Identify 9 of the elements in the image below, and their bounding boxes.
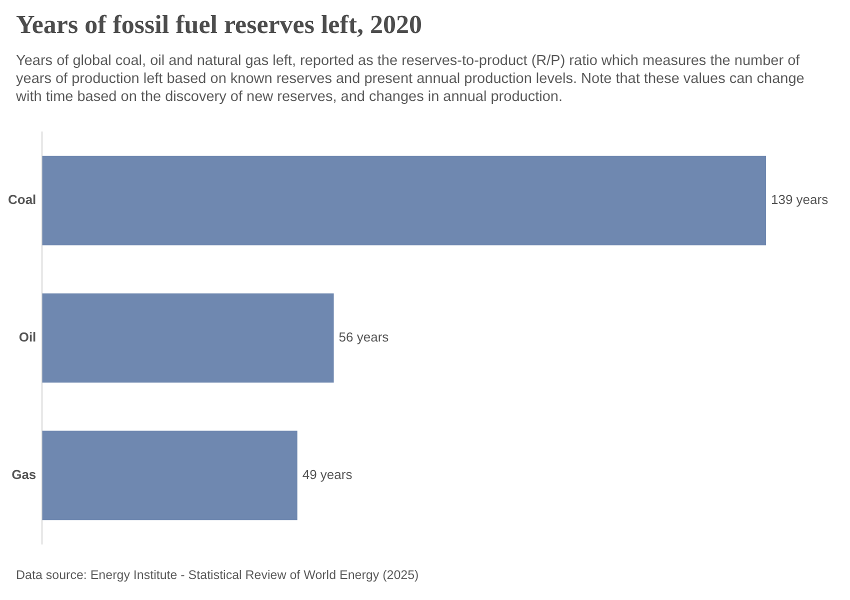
y-tick-label: Gas <box>12 467 36 482</box>
y-tick-label: Coal <box>8 192 36 208</box>
data-label: 139 years <box>771 192 829 208</box>
y-tick-label: Oil <box>18 330 36 345</box>
source-note: Data source: Energy Institute - Statistical Review of World Energy (2025) <box>16 568 419 582</box>
chart-title: Years of fossil fuel reserves left, 2020 <box>16 10 422 40</box>
data-label: 56 years <box>338 330 390 345</box>
chart-subtitle: Years of global coal, oil and natural gas left, reported as the reserves-to-product (R/P) ratio which measures the number of years of production left based on known reserves and present annual production levels. Note that these values can change with time based on the discovery of new reserves, and changes in annual production. <box>16 52 806 106</box>
data-label: 49 years <box>302 467 353 482</box>
